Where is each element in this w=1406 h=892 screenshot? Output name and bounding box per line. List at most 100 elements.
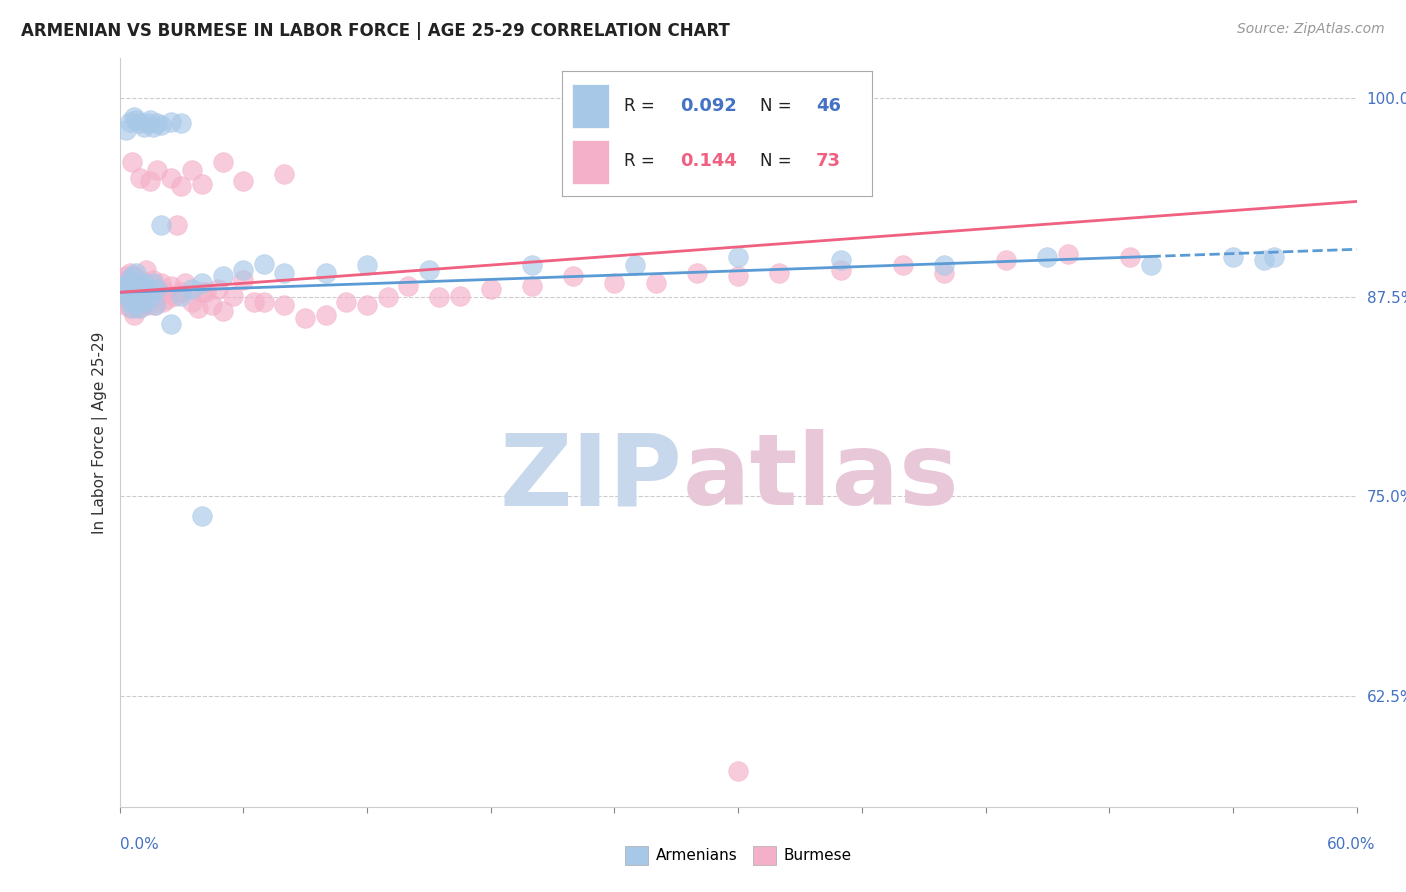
Point [114,269,136,284]
Point [138,282,160,296]
Point [294,310,316,325]
Point [187,301,209,316]
Bar [572,84,609,128]
Point [148,288,170,302]
Point [174,276,197,290]
Text: 60.0%: 60.0% [1327,837,1375,852]
Text: R =: R = [624,97,661,115]
Point [112,274,135,288]
Point [149,118,172,132]
Point [315,266,337,280]
Point [143,298,166,312]
Point [129,280,152,294]
Bar [572,140,609,184]
Text: atlas: atlas [682,429,959,526]
Point [170,288,193,302]
Point [121,292,143,306]
Point [520,258,543,272]
Point [830,253,852,268]
Point [170,178,193,193]
Text: 0.144: 0.144 [681,153,737,170]
Point [121,269,143,284]
Point [624,258,647,272]
Point [201,298,224,312]
Point [686,266,709,280]
Point [129,301,152,316]
Point [449,288,471,302]
Point [129,279,152,293]
Point [520,279,543,293]
Point [141,276,163,290]
Point [1036,250,1059,264]
Text: Source: ZipAtlas.com: Source: ZipAtlas.com [1237,22,1385,37]
Point [191,177,214,191]
Point [134,120,156,134]
Point [125,288,148,302]
Point [396,279,419,293]
Point [138,116,160,130]
Y-axis label: In Labor Force | Age 25-29: In Labor Force | Age 25-29 [93,332,108,533]
Point [134,276,156,290]
Point [129,170,152,185]
Point [139,288,162,302]
Point [211,269,233,284]
Point [1263,250,1285,264]
Point [145,162,167,177]
Point [122,110,145,124]
Point [995,253,1018,268]
Point [134,298,156,312]
Point [121,154,143,169]
Point [377,290,399,304]
Point [356,258,378,272]
Point [135,282,157,296]
Point [1222,250,1244,264]
Point [195,285,218,300]
Point [232,263,254,277]
Point [114,279,136,293]
Point [315,308,337,322]
Point [156,292,179,306]
Point [160,114,183,128]
Point [139,174,162,188]
Point [131,285,153,300]
Point [768,266,790,280]
Point [129,116,152,130]
Point [232,174,254,188]
Point [121,301,143,316]
Point [191,276,214,290]
Point [1119,250,1142,264]
Point [114,298,136,312]
Point [127,288,149,302]
Point [166,219,188,233]
Point [253,294,276,309]
Point [211,304,233,318]
Text: N =: N = [761,97,797,115]
Point [127,301,149,316]
Point [242,294,264,309]
Point [934,258,956,272]
Point [122,298,145,312]
Point [1057,247,1080,261]
Point [117,288,139,302]
Point [117,276,139,290]
Point [149,219,172,233]
Point [141,272,163,286]
Point [1253,253,1275,268]
Point [117,279,139,293]
Point [152,294,174,309]
Point [427,290,450,304]
Point [891,258,914,272]
Point [253,257,276,271]
Point [1139,258,1161,272]
Point [117,288,139,302]
Point [418,263,440,277]
Point [160,317,183,331]
Point [139,285,162,300]
Point [207,282,229,296]
Text: 46: 46 [815,97,841,115]
Point [112,285,135,300]
Point [273,298,295,312]
Point [727,764,749,778]
Point [934,266,956,280]
Point [180,282,202,296]
